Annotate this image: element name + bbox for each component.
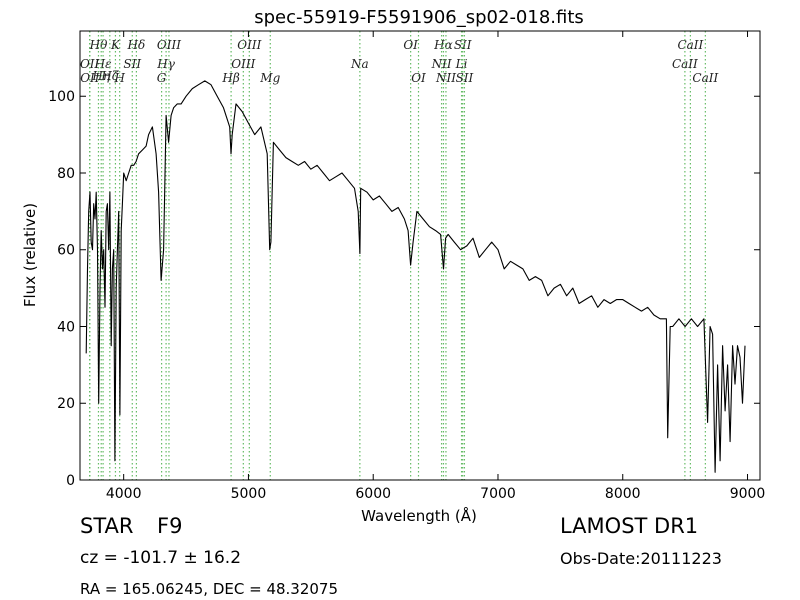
spectral-line-label-24: Mg bbox=[259, 71, 280, 85]
y-tick-label-1: 20 bbox=[57, 396, 75, 412]
spectral-line-label-20: OII bbox=[80, 71, 100, 85]
x-tick-label-1: 5000 bbox=[231, 486, 267, 502]
object-class: STAR bbox=[80, 514, 134, 538]
ra-dec-coordinates: RA = 165.06245, DEC = 48.32075 bbox=[80, 580, 339, 598]
spectral-line-label-23: Hβ bbox=[221, 71, 239, 85]
spectral-line-label-4: OIII bbox=[237, 38, 261, 52]
spectral-line-label-2: Hδ bbox=[127, 38, 146, 52]
spectral-line-label-16: Li bbox=[455, 57, 468, 71]
y-tick-label-5: 100 bbox=[48, 89, 75, 105]
x-tick-label-2: 6000 bbox=[355, 486, 391, 502]
object-subclass: F9 bbox=[157, 514, 183, 538]
plot-area bbox=[85, 80, 746, 473]
x-tick-label-4: 8000 bbox=[605, 486, 641, 502]
spectral-line-label-26: NII bbox=[435, 71, 456, 85]
y-tick-label-4: 80 bbox=[57, 166, 75, 182]
y-tick-label-0: 0 bbox=[66, 473, 75, 489]
chart-title: spec-55919-F5591906_sp02-018.fits bbox=[254, 7, 584, 28]
x-tick-label-0: 4000 bbox=[106, 486, 142, 502]
spectral-line-label-8: CaII bbox=[677, 38, 703, 52]
y-tick-label-3: 60 bbox=[57, 243, 75, 259]
observation-date: Obs-Date:20111223 bbox=[560, 549, 722, 568]
spectral-line-label-13: OIII bbox=[231, 57, 255, 71]
x-tick-label-5: 9000 bbox=[730, 486, 766, 502]
survey-name: LAMOST DR1 bbox=[560, 514, 699, 538]
spectral-line-label-25: OI bbox=[411, 71, 426, 85]
spectral-line-label-15: NII bbox=[431, 57, 452, 71]
spectral-line-label-18: Hη bbox=[91, 69, 110, 83]
spectral-line-label-10: Hε bbox=[94, 57, 112, 71]
plot-frame bbox=[79, 30, 761, 481]
spectral-line-label-12: Hγ bbox=[156, 57, 175, 71]
spectral-line-label-17: CaII bbox=[672, 57, 698, 71]
spectral-line-label-7: SII bbox=[454, 38, 472, 52]
spectral-line-label-3: OIII bbox=[157, 38, 181, 52]
spectral-line-label-22: G bbox=[157, 71, 167, 85]
spectral-line-label-1: K bbox=[110, 38, 121, 52]
spectral-line-label-0: Hθ bbox=[89, 38, 108, 52]
spectral-line-label-5: OI bbox=[403, 38, 418, 52]
spectral-line-label-28: CaII bbox=[692, 71, 718, 85]
spectral-line-label-6: Hα bbox=[433, 38, 453, 52]
spectral-line-label-14: Na bbox=[350, 57, 369, 71]
spectral-line-label-27: SII bbox=[456, 71, 474, 85]
spectral-line-label-19: Hζ bbox=[100, 69, 119, 83]
x-axis-label: Wavelength (Å) bbox=[361, 506, 477, 525]
redshift-cz: cz = -101.7 ± 16.2 bbox=[80, 548, 242, 568]
y-axis-label: Flux (relative) bbox=[21, 203, 39, 307]
spectrum-series-line bbox=[85, 80, 746, 473]
axis-ticks: 4000 5000 6000 7000 8000 9000 0 20 40 60 80 100 bbox=[48, 31, 765, 502]
x-tick-label-3: 7000 bbox=[480, 486, 516, 502]
spectral-line-label-11: SII bbox=[123, 57, 141, 71]
spectral-line-label-21: H bbox=[113, 71, 125, 85]
y-tick-label-2: 40 bbox=[57, 319, 75, 335]
